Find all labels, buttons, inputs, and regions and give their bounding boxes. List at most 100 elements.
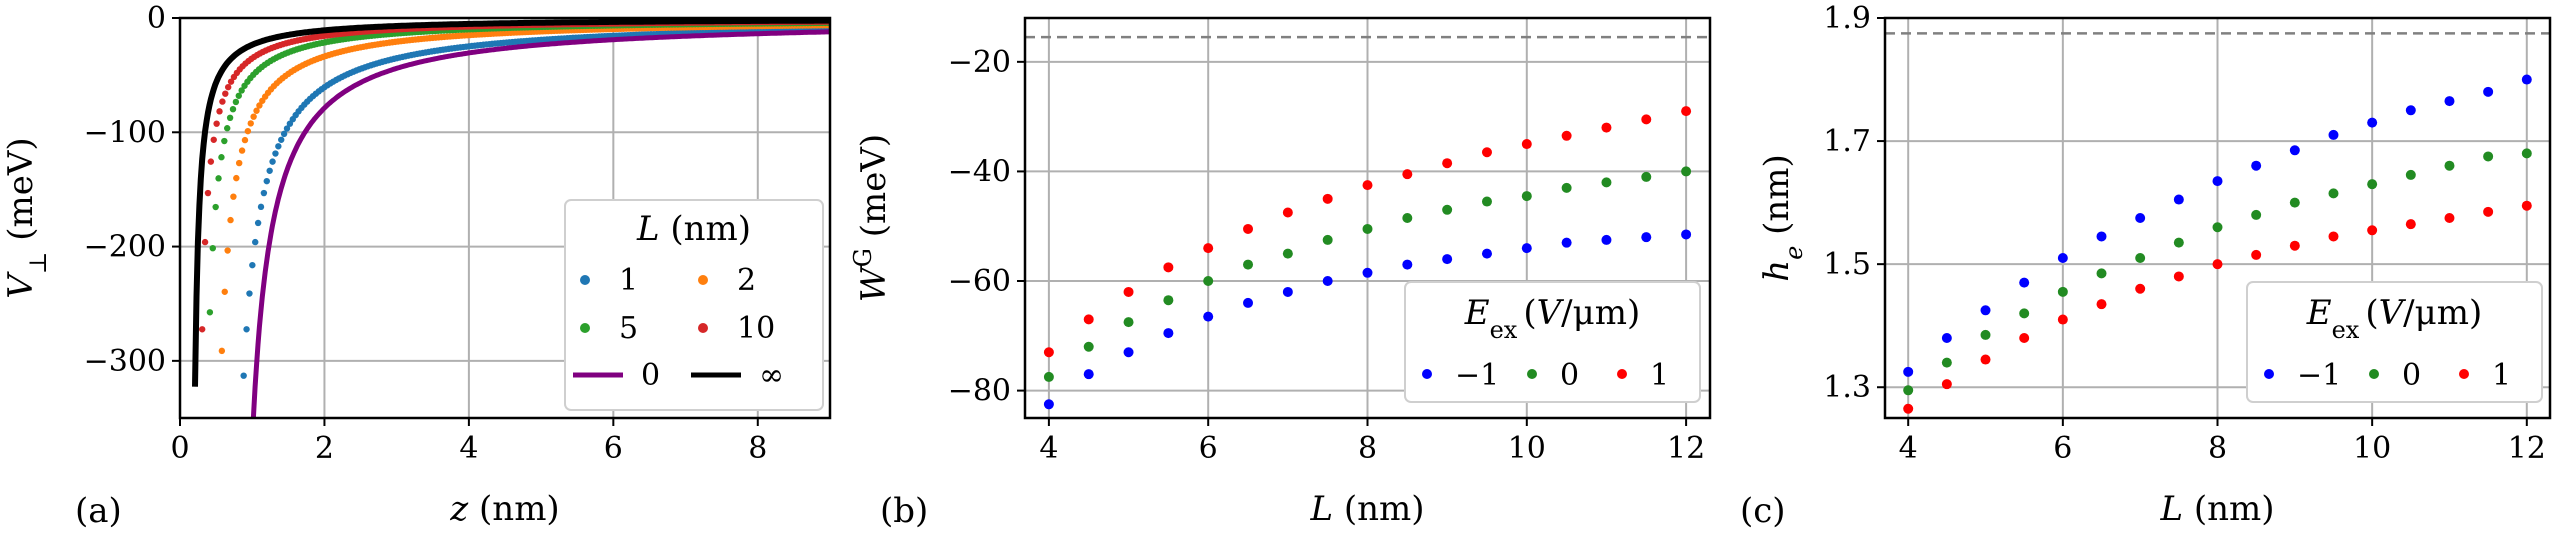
panel-b-point-0 bbox=[1322, 234, 1333, 245]
panel-b-point-1 bbox=[1442, 158, 1453, 169]
legend-marker-2 bbox=[698, 275, 708, 285]
panel-b-point-1 bbox=[1322, 193, 1333, 204]
panel-c-point-0 bbox=[2212, 222, 2223, 233]
panel-c-point-−1 bbox=[2212, 176, 2223, 187]
panel-b-xlabel: L (nm) bbox=[1309, 489, 1424, 529]
panel-c-point-0 bbox=[2135, 253, 2146, 263]
series-point-5 bbox=[206, 309, 214, 316]
series-point-1 bbox=[243, 326, 250, 333]
series-point-10 bbox=[224, 83, 232, 91]
panel-c-ytick-label: 1.5 bbox=[1823, 247, 1871, 282]
panel-b-point-−1 bbox=[1163, 328, 1174, 339]
panel-b-point-−1 bbox=[1362, 267, 1373, 278]
panel-b-xtick-label: 12 bbox=[1667, 431, 1705, 466]
panel-c-point-0 bbox=[2289, 197, 2300, 208]
panel-b-ytick-label: −80 bbox=[948, 374, 1011, 409]
panel-b-point-0 bbox=[1163, 295, 1174, 306]
panel-c-legend-marker-1 bbox=[2459, 369, 2469, 379]
panel-c-xtick-label: 4 bbox=[1899, 431, 1918, 466]
panel-c-ylabel: he (nm) bbox=[1757, 154, 1808, 282]
legend-label-∞: ∞ bbox=[759, 358, 784, 393]
panel-b-point-−1 bbox=[1681, 229, 1692, 240]
panel-b-ylabel: WG (meV) bbox=[849, 134, 894, 302]
panel-c-legend-title: Eex (V/μm) bbox=[2306, 293, 2482, 344]
series-point-10 bbox=[213, 120, 220, 127]
panel-c-point-1 bbox=[2019, 333, 2030, 343]
panel-b-point-−1 bbox=[1481, 248, 1492, 259]
panel-a-xtick-label: 0 bbox=[170, 431, 189, 466]
panel-c-point-1 bbox=[2135, 283, 2146, 294]
panel-c-point-0 bbox=[2057, 286, 2068, 297]
panel-b-point-−1 bbox=[1561, 237, 1572, 248]
panel-c-xtick-label: 10 bbox=[2353, 431, 2391, 466]
panel-c: 4 6 8 10 12 1.3 1.5 1.7 1.9 Eex (V/μm) −1 0 1 L (nm) he… bbox=[1757, 1, 2552, 529]
panel-a-ytick-label: 0 bbox=[147, 1, 166, 36]
panel-b-point-0 bbox=[1521, 191, 1532, 202]
panel-c-ytick-label: 1.9 bbox=[1823, 1, 1871, 36]
panel-c-xtick-label: 8 bbox=[2208, 431, 2227, 466]
series-point-10 bbox=[204, 189, 212, 197]
panel-c-point-0 bbox=[2483, 151, 2494, 162]
panel-b-point-−1 bbox=[1322, 276, 1333, 287]
panel-b-point-0 bbox=[1481, 196, 1492, 207]
panel-c-tag: (c) bbox=[1740, 491, 1786, 531]
legend-label-2: 2 bbox=[737, 263, 756, 298]
series-point-5 bbox=[229, 105, 237, 113]
panel-b-point-1 bbox=[1123, 286, 1134, 297]
panel-c-point-−1 bbox=[2251, 160, 2262, 171]
panel-a-frame bbox=[178, 16, 832, 420]
panel-b-point-0 bbox=[1561, 182, 1572, 193]
series-point-5 bbox=[224, 125, 231, 132]
series-point-1 bbox=[269, 158, 276, 165]
series-point-2 bbox=[230, 193, 237, 200]
series-point-5 bbox=[212, 203, 219, 211]
series-point-5 bbox=[235, 92, 242, 99]
panel-c-point-−1 bbox=[2483, 86, 2494, 97]
panel-c-ytick-label: 1.3 bbox=[1823, 370, 1871, 405]
series-point-5 bbox=[232, 98, 240, 106]
panel-c-point-−1 bbox=[2096, 231, 2107, 242]
panel-c-point-−1 bbox=[2019, 277, 2030, 288]
panel-c-point-−1 bbox=[2328, 129, 2339, 140]
panel-b-point-0 bbox=[1243, 259, 1254, 270]
panel-c-point-0 bbox=[2367, 179, 2378, 190]
series-point-10 bbox=[216, 108, 223, 115]
series-point-1 bbox=[283, 125, 291, 132]
series-point-2 bbox=[256, 102, 263, 109]
panel-c-point-1 bbox=[1903, 403, 1914, 414]
panel-b-point-0 bbox=[1442, 204, 1453, 215]
series-point-2 bbox=[241, 136, 249, 144]
panel-b-point-0 bbox=[1043, 371, 1054, 382]
panel-c-legend-marker-−1 bbox=[2264, 369, 2274, 379]
panel-b-ytick-label: −40 bbox=[948, 154, 1011, 189]
series-point-2 bbox=[253, 107, 260, 114]
panel-c-point-−1 bbox=[2135, 213, 2146, 223]
panel-c-point-1 bbox=[2057, 314, 2068, 325]
panel-c-point-0 bbox=[2173, 237, 2184, 248]
panel-a-legend-title: L (nm) bbox=[636, 209, 751, 249]
series-line-∞ bbox=[192, 18, 830, 387]
series-point-2 bbox=[244, 127, 252, 135]
panel-c-point-1 bbox=[2096, 299, 2107, 310]
legend-marker-1 bbox=[580, 275, 590, 285]
legend-label-5: 5 bbox=[619, 311, 638, 346]
panel-b-xtick-label: 8 bbox=[1358, 431, 1377, 466]
panel-b-point-0 bbox=[1123, 317, 1134, 328]
panel-c-point-1 bbox=[2367, 225, 2378, 236]
series-point-10 bbox=[198, 326, 206, 333]
panel-a-ylabel: V⊥ (meV) bbox=[1, 137, 52, 298]
panel-b-point-0 bbox=[1402, 213, 1413, 223]
series-point-10 bbox=[222, 90, 229, 97]
panel-b-point-1 bbox=[1203, 243, 1214, 254]
series-point-1 bbox=[257, 203, 265, 211]
panel-b-legend-marker-1 bbox=[1617, 369, 1627, 379]
series-point-1 bbox=[280, 130, 288, 138]
series-point-10 bbox=[227, 78, 235, 85]
panel-c-point-0 bbox=[1941, 357, 1952, 368]
panel-c-point-−1 bbox=[2289, 145, 2300, 156]
panel-b-legend-marker-0 bbox=[1527, 369, 1537, 379]
panel-b-point-1 bbox=[1641, 114, 1652, 125]
panel-b-point-1 bbox=[1561, 130, 1572, 141]
panel-b-point-−1 bbox=[1402, 259, 1413, 270]
panel-c-legend: Eex (V/μm) −1 0 1 bbox=[2246, 281, 2543, 403]
